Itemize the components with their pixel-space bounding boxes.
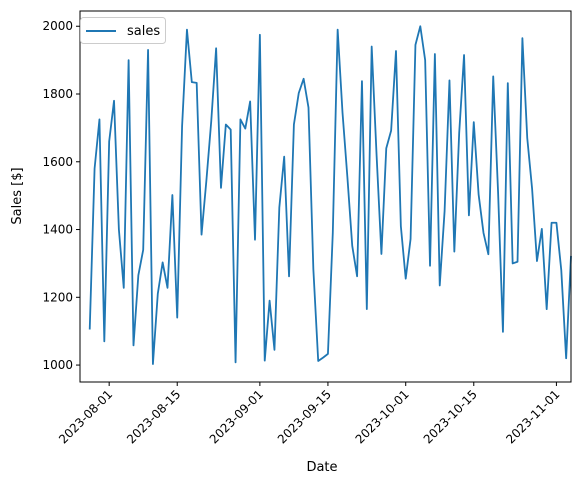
y-tick-label: 1800 [42, 87, 73, 101]
x-tick-label: 2023-10-15 [421, 387, 480, 446]
y-tick-label: 1200 [42, 290, 73, 304]
x-tick-label: 2023-08-15 [124, 387, 183, 446]
legend: sales [80, 17, 166, 44]
y-tick-label: 1000 [42, 358, 73, 372]
x-tick-label: 2023-10-01 [353, 387, 412, 446]
x-axis-label: Date [306, 460, 337, 475]
y-tick-label: 1600 [42, 155, 73, 169]
x-axis-ticks: 2023-08-01 2023-08-15 2023-09-01 2023-09-15… [56, 382, 563, 446]
series-line-sales [88, 25, 572, 365]
x-tick-label: 2023-08-01 [56, 387, 115, 446]
legend-label-sales: sales [127, 24, 160, 39]
legend-box [80, 17, 166, 44]
x-tick-label: 2023-09-01 [207, 387, 266, 446]
x-tick-label: 2023-11-01 [503, 387, 562, 446]
y-axis-ticks: 1000 1200 1400 1600 1800 2000 [42, 19, 80, 372]
y-tick-label: 1400 [42, 223, 73, 237]
y-tick-label: 2000 [42, 19, 73, 33]
y-axis-label: Sales [$] [10, 167, 25, 224]
axes-frame [79, 10, 572, 383]
x-tick-label: 2023-09-15 [275, 387, 334, 446]
